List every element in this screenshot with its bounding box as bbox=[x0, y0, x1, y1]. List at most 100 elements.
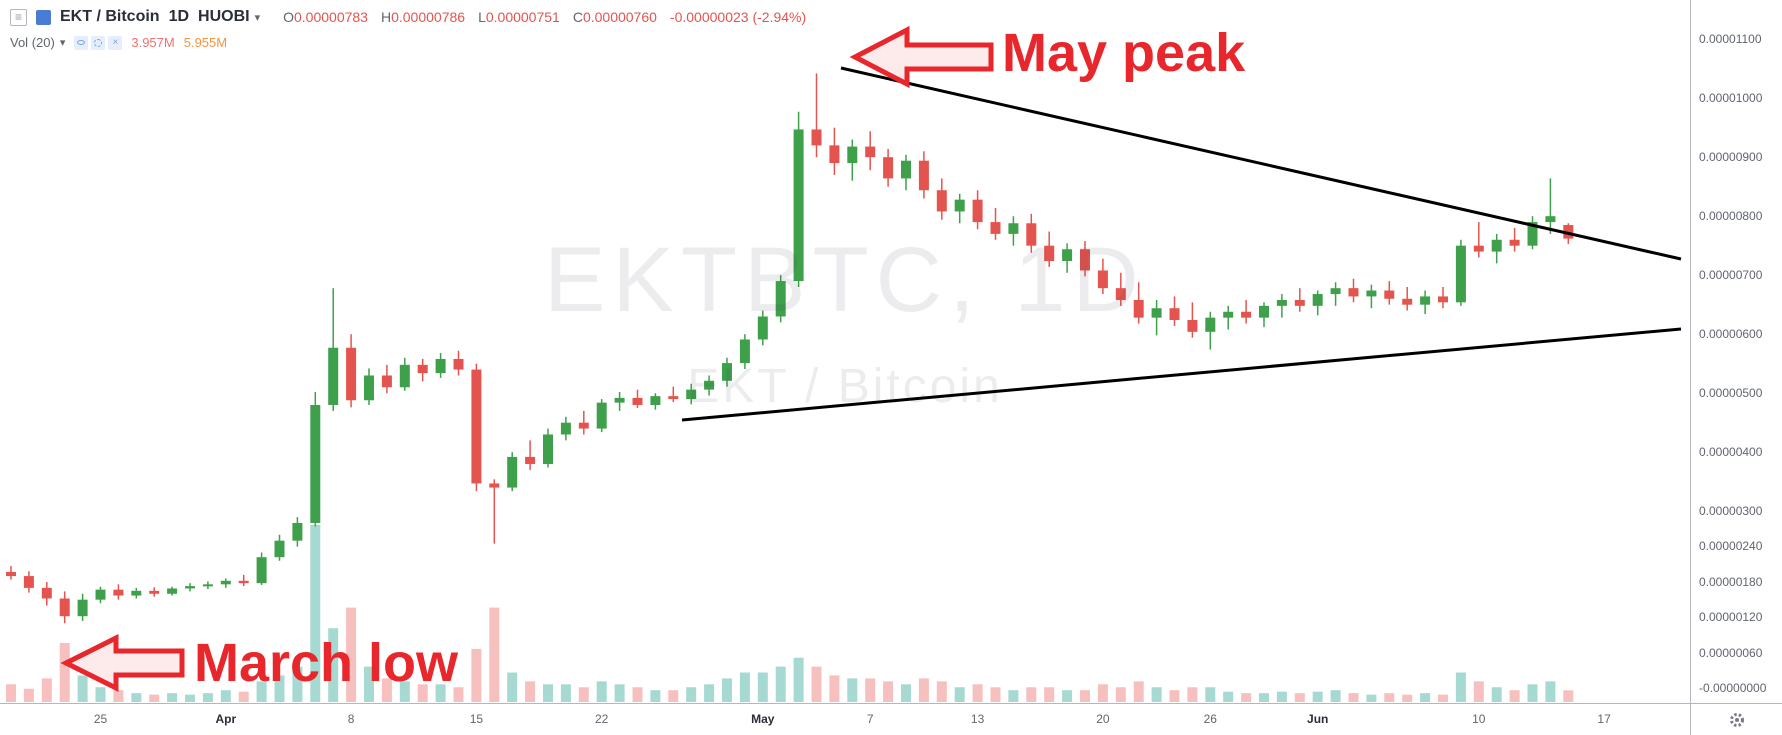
indicator-visibility-eye-icon[interactable] bbox=[74, 35, 89, 50]
candle-body bbox=[847, 146, 858, 164]
volume-bar bbox=[614, 684, 625, 702]
volume-bar bbox=[1438, 694, 1448, 702]
indicator-settings-gear-icon[interactable] bbox=[91, 35, 106, 50]
candle-body bbox=[1008, 223, 1019, 234]
price-tick-label: 0.00000800 bbox=[1699, 209, 1763, 223]
volume-bar bbox=[990, 687, 1001, 702]
candle-body bbox=[59, 598, 70, 617]
volume-bar bbox=[489, 607, 500, 702]
indicator-name[interactable]: Vol (20) bbox=[10, 35, 55, 50]
candle-body bbox=[1438, 296, 1448, 303]
candle-body bbox=[1563, 225, 1574, 239]
volume-bar bbox=[525, 681, 536, 702]
annotation-arrow-0[interactable] bbox=[849, 25, 994, 89]
chart-settings-gear-icon[interactable] bbox=[1728, 711, 1746, 729]
candle-body bbox=[614, 397, 625, 403]
candle-body bbox=[1205, 317, 1216, 332]
volume-bar bbox=[453, 687, 464, 702]
volume-bar bbox=[560, 684, 571, 702]
candle-body bbox=[41, 587, 52, 599]
volume-bar bbox=[1205, 687, 1216, 702]
volume-bar bbox=[793, 657, 804, 702]
volume-bar bbox=[632, 687, 643, 702]
chart-canvas[interactable] bbox=[0, 0, 1690, 735]
candle-body bbox=[1097, 270, 1108, 289]
time-tick-label: 7 bbox=[866, 712, 874, 726]
volume-bar bbox=[1366, 694, 1377, 702]
candle-body bbox=[113, 589, 124, 596]
annotation-may-peak[interactable]: May peak bbox=[1002, 23, 1246, 83]
volume-bar bbox=[704, 684, 715, 702]
volume-bar bbox=[1223, 691, 1234, 702]
volume-bar bbox=[1491, 687, 1502, 702]
volume-bar bbox=[6, 684, 16, 702]
high-value: H0.00000786 bbox=[380, 9, 466, 25]
price-axis[interactable]: 0.00001100 0.00001000 0.00000900 0.00000800… bbox=[1690, 0, 1782, 703]
candle-body bbox=[256, 557, 267, 584]
candle-body bbox=[757, 316, 768, 340]
volume-bar bbox=[1420, 693, 1431, 702]
volume-bar bbox=[543, 684, 553, 702]
volume-bar bbox=[1330, 690, 1341, 702]
time-axis[interactable]: 25 Apr 8 15 22 May 7 13 20 26 Jun 10 17 bbox=[0, 703, 1690, 735]
indicator-chevron-icon[interactable]: ▾ bbox=[59, 37, 66, 49]
volume-bar bbox=[346, 607, 357, 702]
volume-bar bbox=[1402, 694, 1413, 702]
volume-bar bbox=[1008, 690, 1019, 702]
volume-bar bbox=[1259, 693, 1269, 702]
candle-body bbox=[1115, 288, 1126, 300]
volume-bar bbox=[1241, 693, 1252, 702]
volume-bar bbox=[1384, 693, 1395, 702]
candle-body bbox=[829, 145, 840, 164]
candle-body bbox=[1366, 290, 1377, 297]
exchange-name[interactable]: HUOBI bbox=[198, 8, 250, 25]
time-tick-label: 22 bbox=[595, 712, 609, 726]
candle-body bbox=[954, 199, 965, 212]
annotation-arrow-1[interactable] bbox=[60, 633, 185, 693]
candle-body bbox=[23, 576, 34, 588]
volume-bar bbox=[435, 684, 446, 702]
candle-body bbox=[936, 190, 947, 212]
candle-body bbox=[149, 590, 160, 594]
volume-bar bbox=[113, 690, 124, 702]
ohlc-readout: O0.00000783 H0.00000786 L0.00000751 C0.0… bbox=[283, 9, 806, 25]
candle-body bbox=[1527, 222, 1538, 246]
volume-bar bbox=[757, 672, 768, 702]
volume-bar bbox=[274, 675, 285, 702]
volume-bar bbox=[507, 672, 518, 702]
chart-legend: ≡ EKT / Bitcoin 1D HUOBI ▾ O0.00000783 H… bbox=[10, 8, 806, 50]
open-value: O0.00000783 bbox=[283, 9, 368, 25]
price-tick-label: 0.00000180 bbox=[1699, 574, 1763, 589]
volume-ma-value: 5.955M bbox=[183, 35, 228, 50]
candle-body bbox=[6, 571, 16, 577]
price-tick-label: 0.00000400 bbox=[1699, 445, 1763, 459]
volume-bar bbox=[954, 687, 965, 702]
time-tick-label: 10 bbox=[1472, 712, 1486, 726]
volume-bar bbox=[1294, 693, 1305, 702]
candle-body bbox=[596, 402, 607, 429]
candle-body bbox=[167, 588, 178, 594]
candle-body bbox=[1294, 299, 1305, 306]
trendline-descending-resistance-from-may-peak[interactable] bbox=[840, 66, 1682, 261]
trendline-ascending-support[interactable] bbox=[681, 327, 1682, 422]
candle-body bbox=[131, 590, 142, 596]
volume-bar bbox=[364, 666, 374, 702]
volume-bar bbox=[1509, 690, 1520, 702]
volume-bar bbox=[185, 694, 195, 702]
candle-body bbox=[220, 580, 231, 585]
candle-body bbox=[1259, 305, 1269, 318]
collapse-panel-icon[interactable]: ≡ bbox=[10, 8, 27, 26]
chevron-down-icon[interactable]: ▾ bbox=[254, 11, 261, 24]
candle-body bbox=[471, 369, 482, 484]
time-tick-label: Apr bbox=[215, 712, 237, 726]
symbol-name[interactable]: EKT / Bitcoin bbox=[60, 8, 160, 25]
price-tick-label: -0.00000000 bbox=[1699, 681, 1767, 695]
candle-body bbox=[1151, 308, 1162, 318]
interval-selector[interactable]: 1D bbox=[168, 8, 190, 25]
indicator-remove-close-icon[interactable]: × bbox=[108, 35, 123, 50]
candle-body bbox=[865, 146, 876, 158]
annotation-march-low[interactable]: March low bbox=[194, 633, 459, 693]
volume-bar bbox=[1151, 687, 1162, 702]
time-tick-label: 8 bbox=[347, 712, 355, 726]
candle-body bbox=[1312, 294, 1323, 306]
